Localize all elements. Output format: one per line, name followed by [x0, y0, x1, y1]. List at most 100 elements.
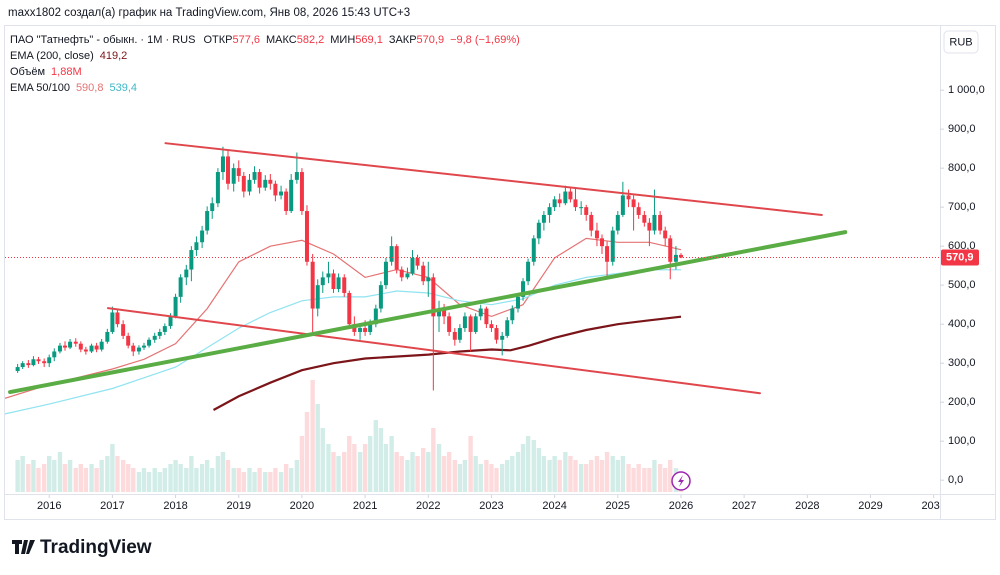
indicator-value: 539,4: [109, 82, 137, 94]
volume-bar: [541, 456, 547, 492]
candle-body: [626, 195, 631, 200]
candle-body: [515, 296, 520, 309]
volume-bar: [89, 464, 94, 492]
candle-body: [231, 168, 236, 184]
candle-body: [484, 308, 489, 325]
candle-body: [94, 345, 99, 350]
currency-label[interactable]: RUB: [949, 36, 972, 48]
candle-body: [652, 214, 657, 231]
x-tick-label: 2019: [227, 500, 251, 512]
volume-bar: [489, 464, 494, 492]
candle-body: [162, 326, 167, 332]
ohlc-value: 577,6: [232, 34, 260, 46]
ohlc-label: МАКС: [266, 34, 297, 46]
candle-body: [668, 238, 673, 262]
candle-body: [205, 211, 210, 231]
brand-logo: TradingView: [12, 537, 152, 558]
volume-bar: [652, 460, 657, 492]
candle-body: [105, 331, 110, 342]
indicator-value: 419,2: [100, 50, 128, 62]
ema-line: [5, 237, 682, 399]
volume-bar: [141, 468, 147, 492]
candle-body: [52, 351, 57, 358]
candle-body: [600, 238, 605, 247]
candle-body: [257, 172, 262, 188]
candle-body: [620, 195, 625, 215]
candle-body: [126, 335, 131, 346]
volume-bar: [620, 456, 626, 492]
candle-body: [447, 316, 452, 332]
candle-body: [510, 308, 515, 321]
candle-body: [241, 175, 246, 192]
candle-body: [521, 281, 526, 297]
candle-body: [284, 191, 289, 212]
candle-body: [552, 199, 557, 208]
price-axis: 0,0 100,0 200,0 300,0 400,0 500,0 600,0 700,0 80…: [940, 84, 985, 486]
volume-bar: [157, 472, 162, 492]
x-tick-label: 2016: [37, 500, 61, 512]
volume-bar: [552, 456, 557, 492]
candle-body: [452, 331, 457, 340]
y-tick-label: 600,0: [948, 240, 976, 252]
volume-bar: [136, 472, 142, 492]
volume-bar: [563, 452, 568, 492]
candle-body: [63, 345, 68, 348]
volume-bar: [468, 436, 473, 492]
candle-body: [320, 277, 325, 286]
candle-body: [399, 269, 404, 278]
volume-bar: [36, 468, 41, 492]
volume-bar: [405, 460, 410, 492]
volume-bar: [67, 460, 73, 492]
volume-bar: [626, 464, 631, 492]
candle-body: [536, 222, 541, 239]
volume-bar: [105, 456, 110, 492]
volume-bar: [320, 428, 325, 492]
indicator-name: Объём: [10, 66, 45, 78]
volume-bar: [615, 460, 621, 492]
candle-body: [573, 199, 578, 208]
volume-bar: [599, 460, 605, 492]
ema-line: [212, 315, 682, 411]
candle-body: [89, 345, 94, 352]
volume-bar: [336, 456, 341, 492]
legend: ПАО "Татнефть" - обыкн. · 1M · RUS ОТКР 57…: [10, 34, 520, 94]
y-tick-label: 200,0: [948, 396, 976, 408]
volume-bar: [436, 444, 442, 492]
volume-bar: [431, 428, 436, 492]
candle-body: [421, 265, 426, 282]
currency-button[interactable]: [943, 30, 979, 54]
x-tick-label: 2018: [163, 500, 187, 512]
x-tick-label: 2025: [606, 500, 630, 512]
indicator-value: 1,88M: [51, 66, 82, 78]
candle-body: [115, 312, 120, 325]
volume-bar: [342, 452, 347, 492]
volume-bar: [484, 460, 489, 492]
candle-body: [505, 320, 510, 336]
volume-bar: [268, 472, 273, 492]
volume-bar: [515, 452, 521, 492]
volume-bar: [15, 460, 20, 492]
candle-body: [194, 242, 199, 251]
volume-bar: [473, 456, 478, 492]
volume-bar: [120, 460, 126, 492]
candle-body: [678, 254, 683, 258]
candle-body: [247, 179, 252, 192]
volume-bar: [584, 464, 589, 492]
candle-body: [673, 254, 678, 262]
volume-bar: [499, 464, 505, 492]
volume-bar: [278, 472, 284, 492]
y-tick-label: 1 000,0: [948, 84, 985, 96]
candle-body: [15, 367, 20, 371]
volume-bar: [604, 452, 610, 492]
volume-bar: [178, 464, 183, 492]
volume-bar: [310, 380, 315, 492]
volume-bar: [647, 468, 652, 492]
candle-body: [489, 324, 494, 329]
ohlc-value: 569,1: [355, 34, 383, 46]
volume-bar: [199, 464, 205, 492]
candle-body: [279, 191, 284, 196]
volume-bar: [252, 472, 257, 492]
candle-body: [173, 296, 178, 317]
